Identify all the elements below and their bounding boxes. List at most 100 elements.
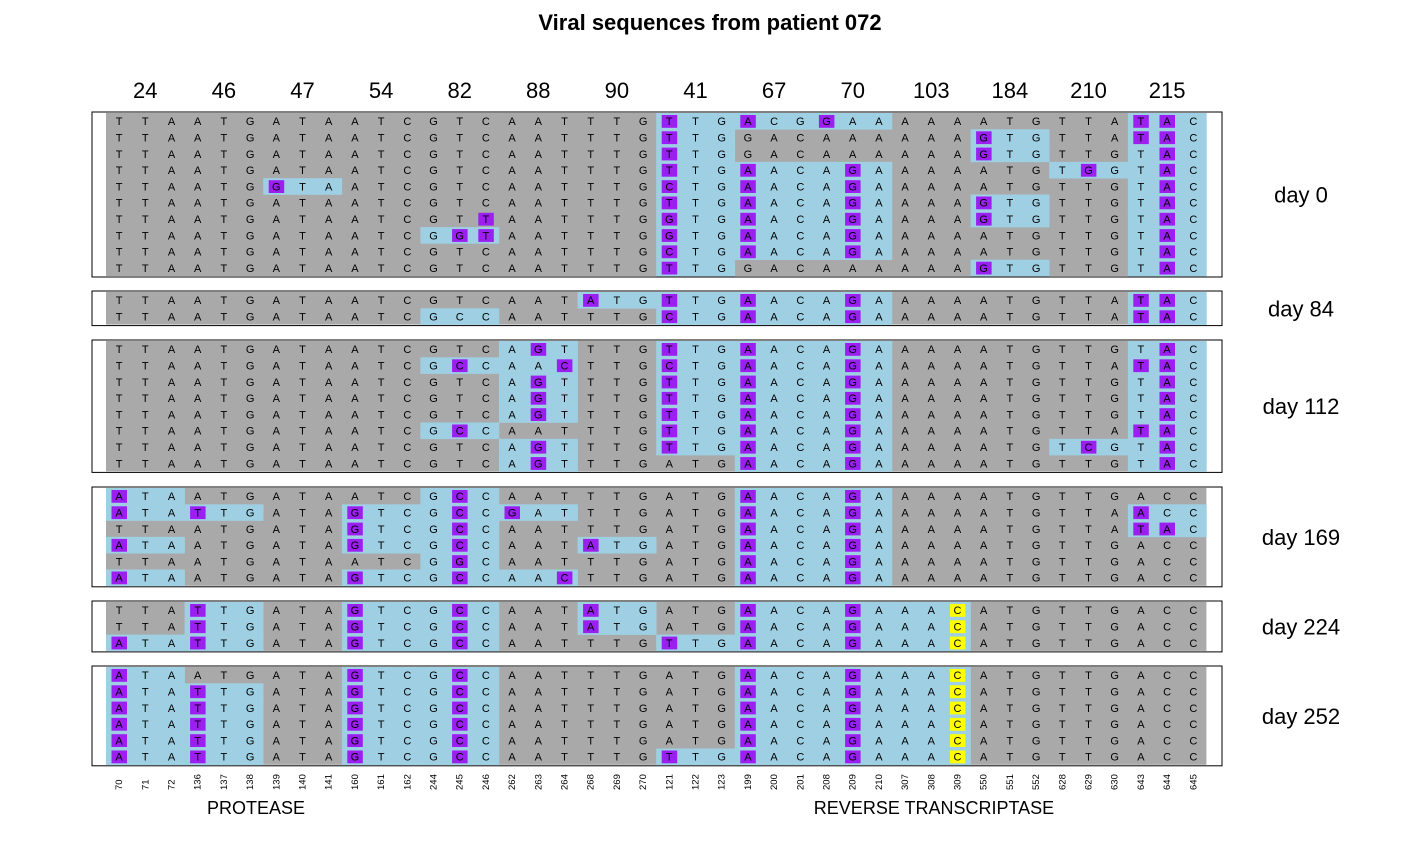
highlight-cell: [813, 634, 840, 652]
position-label: 264: [560, 774, 571, 790]
nucleotide: A: [770, 181, 778, 193]
mutation-marker: [845, 571, 861, 585]
nucleotide: T: [1138, 295, 1145, 307]
nucleotide: C: [482, 377, 490, 389]
highlight-cell: [1180, 227, 1207, 244]
highlight-cell: [158, 536, 185, 554]
nucleotide: G: [639, 540, 648, 552]
nucleotide: T: [221, 360, 228, 372]
nucleotide: G: [1032, 149, 1041, 161]
nucleotide: G: [246, 719, 255, 731]
highlight-cell: [865, 389, 893, 407]
nucleotide: A: [980, 116, 988, 128]
highlight-cell: [708, 341, 736, 358]
nucleotide: C: [796, 230, 804, 242]
nucleotide: A: [954, 491, 962, 503]
mutation-marker: [740, 424, 756, 438]
nucleotide: A: [273, 230, 281, 242]
mutation-marker: [845, 750, 861, 764]
nucleotide: G: [246, 556, 255, 568]
nucleotide: T: [1007, 247, 1014, 259]
nucleotide: A: [875, 573, 883, 585]
nucleotide: A: [535, 116, 543, 128]
nucleotide: T: [378, 344, 385, 356]
nucleotide: T: [1085, 198, 1092, 210]
nucleotide: T: [299, 214, 306, 226]
highlight-cell: [708, 243, 736, 260]
nucleotide: A: [535, 311, 543, 323]
mutation-marker: [530, 457, 547, 470]
nucleotide: A: [508, 230, 516, 242]
highlight-cell: [210, 618, 238, 635]
nucleotide: T: [1007, 491, 1014, 503]
highlight-cell: [865, 569, 893, 587]
mutation-marker: [661, 163, 678, 177]
mutation-marker: [190, 636, 206, 650]
nucleotide: A: [954, 344, 962, 356]
codon-labels: 24 46 47 54 82 88 90 41 67 70 103 184 210 215: [133, 78, 1185, 103]
nucleotide: G: [639, 508, 648, 520]
mutation-marker: [190, 620, 206, 634]
mutation-marker: [347, 604, 363, 617]
nucleotide: A: [849, 149, 857, 161]
nucleotide: A: [1163, 247, 1171, 259]
nucleotide: A: [980, 703, 988, 715]
nucleotide: A: [194, 573, 202, 585]
nucleotide: C: [1189, 247, 1197, 259]
nucleotide: A: [273, 295, 281, 307]
nucleotide: A: [325, 442, 333, 454]
nucleotide: C: [456, 703, 464, 715]
highlight-cell: [630, 602, 657, 619]
mutation-marker: [740, 604, 756, 617]
nucleotide: T: [299, 230, 306, 242]
nucleotide: A: [980, 247, 988, 259]
highlight-cell: [1127, 178, 1155, 195]
nucleotide: T: [666, 116, 673, 128]
nucleotide: T: [587, 149, 594, 161]
nucleotide: C: [403, 311, 411, 323]
highlight-cell: [813, 194, 840, 212]
mutation-marker: [478, 212, 494, 226]
nucleotide: T: [1059, 638, 1066, 650]
nucleotide: T: [299, 149, 306, 161]
nucleotide: T: [1085, 295, 1092, 307]
nucleotide: C: [403, 165, 411, 177]
nucleotide: A: [770, 703, 778, 715]
highlight-cell: [918, 683, 945, 700]
nucleotide: A: [901, 703, 909, 715]
nucleotide: C: [954, 686, 962, 698]
highlight-cell: [813, 373, 840, 391]
mutation-marker: [661, 261, 678, 275]
nucleotide: C: [403, 638, 411, 650]
nucleotide: G: [1032, 703, 1041, 715]
gene-label-protease: PROTEASE: [207, 798, 305, 818]
nucleotide: A: [273, 686, 281, 698]
highlight-cell: [813, 569, 840, 587]
nucleotide: T: [116, 181, 123, 193]
highlight-cell: [237, 504, 264, 521]
nucleotide: T: [299, 605, 306, 617]
mutation-marker: [1133, 424, 1149, 438]
nucleotide: T: [456, 344, 463, 356]
nucleotide: G: [717, 344, 726, 356]
mutation-marker: [530, 440, 547, 454]
nucleotide: A: [875, 458, 883, 470]
day-label: day 169: [1262, 525, 1340, 550]
highlight-cell: [1180, 406, 1207, 423]
nucleotide: T: [378, 621, 385, 633]
nucleotide: A: [770, 686, 778, 698]
nucleotide: G: [639, 491, 648, 503]
nucleotide: A: [325, 377, 333, 389]
nucleotide: G: [639, 409, 648, 421]
nucleotide: A: [744, 524, 752, 536]
mutation-marker: [661, 440, 678, 454]
mutation-marker: [740, 229, 756, 242]
highlight-cell: [499, 455, 526, 472]
mutation-marker: [1133, 359, 1149, 373]
mutation-marker: [190, 701, 206, 715]
nucleotide: G: [455, 556, 464, 568]
nucleotide: T: [614, 491, 621, 503]
nucleotide: T: [142, 524, 149, 536]
nucleotide: T: [378, 735, 385, 747]
nucleotide: A: [1163, 524, 1171, 536]
